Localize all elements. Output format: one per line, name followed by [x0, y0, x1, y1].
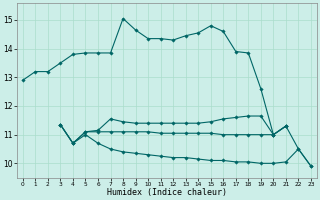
X-axis label: Humidex (Indice chaleur): Humidex (Indice chaleur) [107, 188, 227, 197]
